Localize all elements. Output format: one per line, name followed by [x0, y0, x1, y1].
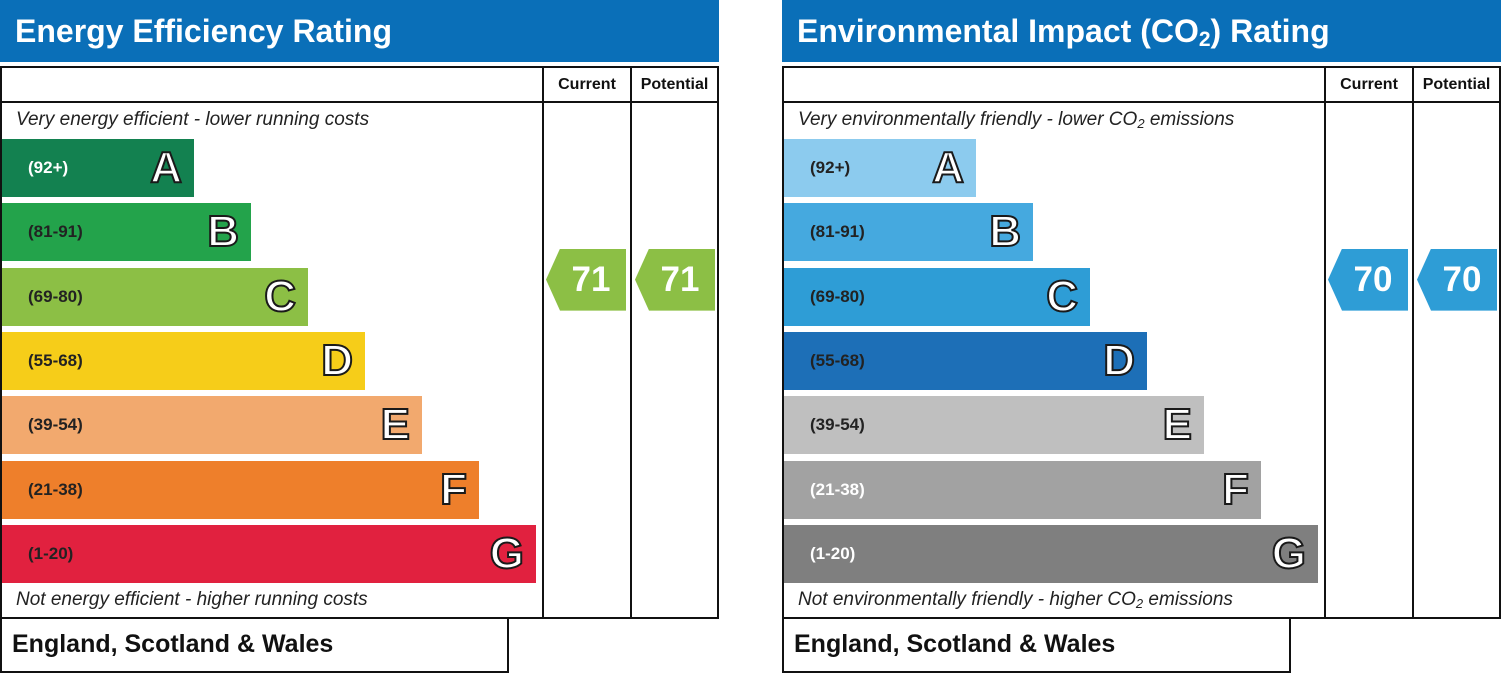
chart-title: Environmental Impact (CO2) Rating	[782, 0, 1501, 62]
top-note: Very energy efficient - lower running co…	[16, 109, 370, 130]
environmental-impact-chart: Environmental Impact (CO2) Rating Curren…	[782, 0, 1501, 675]
band-g: (1-20) G	[784, 524, 1318, 583]
band-f: (21-38) F	[784, 460, 1261, 519]
potential-rating-arrow: 71	[635, 248, 715, 311]
band-range-label: (92+)	[28, 158, 69, 177]
column-divider	[1412, 68, 1414, 617]
band-f: (21-38) F	[2, 460, 479, 519]
column-divider	[630, 68, 632, 617]
band-range-label: (1-20)	[810, 543, 856, 563]
bottom-note: Not environmentally friendly - higher CO…	[798, 589, 1233, 611]
band-letter: E	[380, 399, 411, 450]
energy-efficiency-chart: Energy Efficiency Rating Current Potenti…	[0, 0, 719, 675]
band-range-label: (39-54)	[28, 415, 83, 435]
band-d: (55-68) D	[2, 331, 365, 390]
potential-column-header: Potential	[640, 76, 709, 93]
bottom-note: Not energy efficient - higher running co…	[16, 589, 368, 610]
current-rating-arrow: 71	[546, 248, 626, 311]
current-rating-arrow: 70	[1328, 248, 1408, 311]
band-range-label: (39-54)	[810, 415, 865, 435]
band-letter: B	[988, 206, 1022, 257]
chart-frame: Current Potential Very energy efficient …	[0, 66, 719, 619]
current-column-header: Current	[1340, 76, 1398, 93]
band-letter: D	[1102, 335, 1136, 386]
chart-frame: Current Potential Very environmentally f…	[782, 66, 1501, 619]
header-rule	[2, 101, 717, 103]
band-range-label: (69-80)	[28, 286, 83, 306]
band-letter: C	[1045, 271, 1079, 322]
band-letter: E	[1162, 399, 1193, 450]
band-d: (55-68) D	[784, 331, 1147, 390]
chart-title: Energy Efficiency Rating	[0, 0, 719, 62]
band-c: (69-80) C	[2, 267, 308, 326]
band-letter: F	[439, 464, 468, 515]
region-footer: England, Scotland & Wales	[782, 619, 1291, 673]
band-letter: G	[489, 528, 525, 579]
band-b: (81-91) B	[2, 203, 251, 262]
top-note: Very environmentally friendly - lower CO…	[798, 109, 1235, 131]
band-letter: C	[263, 271, 297, 322]
band-letter: A	[931, 142, 965, 193]
band-range-label: (21-38)	[28, 479, 83, 499]
band-e: (39-54) E	[2, 396, 422, 455]
column-divider	[542, 68, 544, 617]
band-range-label: (1-20)	[28, 543, 74, 563]
band-a: (92+) A	[2, 139, 194, 197]
band-c: (69-80) C	[784, 267, 1090, 326]
band-range-label: (92+)	[810, 158, 851, 177]
band-letter: G	[1271, 528, 1307, 579]
column-divider	[1324, 68, 1326, 617]
potential-column-header: Potential	[1422, 76, 1491, 93]
header-rule	[784, 101, 1499, 103]
band-g: (1-20) G	[2, 524, 536, 583]
band-letter: B	[206, 206, 240, 257]
band-letter: F	[1221, 464, 1250, 515]
band-e: (39-54) E	[784, 396, 1204, 455]
band-range-label: (81-91)	[28, 222, 83, 242]
current-column-header: Current	[558, 76, 616, 93]
band-letter: D	[320, 335, 354, 386]
region-footer: England, Scotland & Wales	[0, 619, 509, 673]
band-range-label: (69-80)	[810, 286, 865, 306]
band-range-label: (21-38)	[810, 479, 865, 499]
band-range-label: (55-68)	[28, 350, 83, 370]
band-b: (81-91) B	[784, 203, 1033, 262]
band-a: (92+) A	[784, 139, 976, 197]
band-range-label: (55-68)	[810, 350, 865, 370]
band-letter: A	[149, 142, 183, 193]
band-range-label: (81-91)	[810, 222, 865, 242]
potential-rating-arrow: 70	[1417, 248, 1497, 311]
